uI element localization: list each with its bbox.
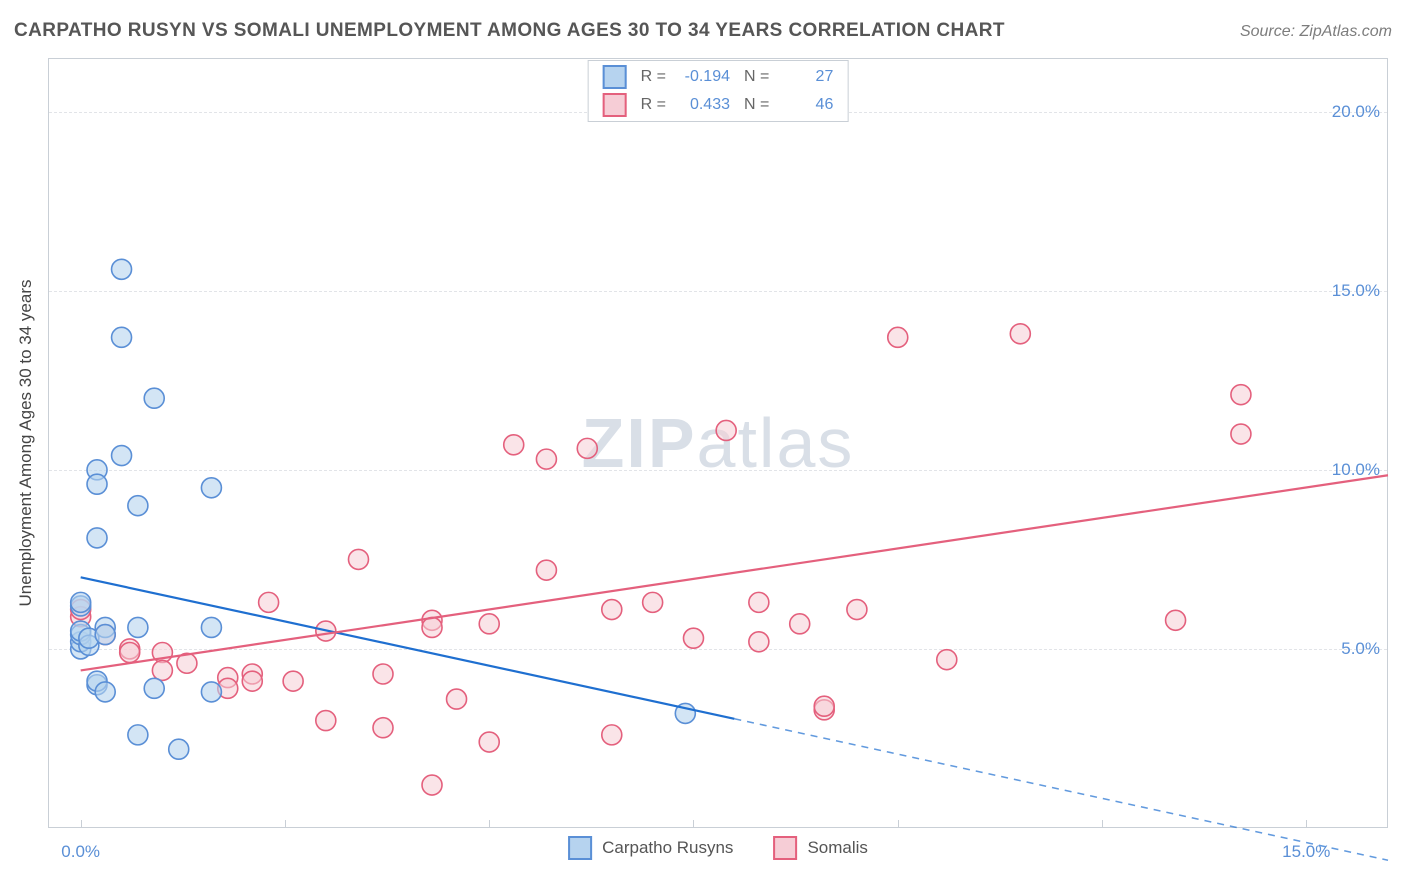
scatter-point-carpatho [112,446,132,466]
y-axis-label: Unemployment Among Ages 30 to 34 years [16,280,36,607]
scatter-point-somali [847,600,867,620]
legend-R-value: 0.433 [680,96,730,114]
trend-line-somali [81,475,1388,670]
scatter-point-carpatho [112,259,132,279]
scatter-point-carpatho [201,478,221,498]
scatter-point-carpatho [128,496,148,516]
scatter-point-somali [749,592,769,612]
scatter-point-carpatho [87,528,107,548]
legend-stats-box: R = -0.194 N = 27 R = 0.433 N = 46 [588,60,849,122]
scatter-point-somali [716,420,736,440]
legend-N-value: 46 [783,96,833,114]
plot-svg [48,58,1388,828]
scatter-point-somali [120,643,140,663]
scatter-point-carpatho [128,725,148,745]
x-tick-label: 0.0% [61,842,100,862]
scatter-point-somali [373,664,393,684]
legend-R-label: R = [641,68,666,86]
scatter-point-somali [348,549,368,569]
scatter-point-carpatho [169,739,189,759]
plot-area: Unemployment Among Ages 30 to 34 years Z… [48,58,1388,828]
scatter-point-somali [1010,324,1030,344]
x-tick-label: 15.0% [1282,842,1330,862]
legend-stats-row-somali: R = 0.433 N = 46 [589,91,848,119]
scatter-point-somali [536,560,556,580]
scatter-point-somali [602,600,622,620]
scatter-point-carpatho [95,625,115,645]
scatter-point-somali [447,689,467,709]
scatter-point-carpatho [144,678,164,698]
scatter-point-somali [1166,610,1186,630]
scatter-point-somali [373,718,393,738]
scatter-point-somali [283,671,303,691]
scatter-point-carpatho [144,388,164,408]
scatter-point-somali [749,632,769,652]
scatter-point-somali [1231,424,1251,444]
scatter-point-somali [790,614,810,634]
scatter-point-somali [602,725,622,745]
scatter-point-somali [316,711,336,731]
scatter-point-somali [683,628,703,648]
legend-R-label: R = [641,96,666,114]
scatter-point-carpatho [87,474,107,494]
legend-N-label: N = [744,68,769,86]
source-credit: Source: ZipAtlas.com [1240,23,1392,41]
scatter-point-somali [536,449,556,469]
legend-swatch-carpatho [603,65,627,89]
legend-N-label: N = [744,96,769,114]
scatter-point-somali [814,696,834,716]
scatter-point-carpatho [201,617,221,637]
scatter-point-somali [937,650,957,670]
scatter-point-somali [422,617,442,637]
scatter-point-somali [888,327,908,347]
scatter-point-somali [504,435,524,455]
scatter-point-somali [479,614,499,634]
scatter-point-somali [422,775,442,795]
scatter-point-carpatho [71,592,91,612]
chart-title: CARPATHO RUSYN VS SOMALI UNEMPLOYMENT AM… [14,20,1005,42]
scatter-point-somali [643,592,663,612]
scatter-point-somali [242,671,262,691]
scatter-point-somali [1231,385,1251,405]
scatter-point-somali [479,732,499,752]
legend-R-value: -0.194 [680,68,730,86]
trend-line-carpatho [81,577,735,718]
legend-swatch-somali [603,93,627,117]
scatter-point-somali [152,660,172,680]
scatter-point-carpatho [95,682,115,702]
legend-N-value: 27 [783,68,833,86]
scatter-point-somali [259,592,279,612]
scatter-point-carpatho [112,327,132,347]
scatter-point-carpatho [201,682,221,702]
legend-stats-row-carpatho: R = -0.194 N = 27 [589,63,848,91]
scatter-point-carpatho [128,617,148,637]
scatter-point-somali [577,438,597,458]
